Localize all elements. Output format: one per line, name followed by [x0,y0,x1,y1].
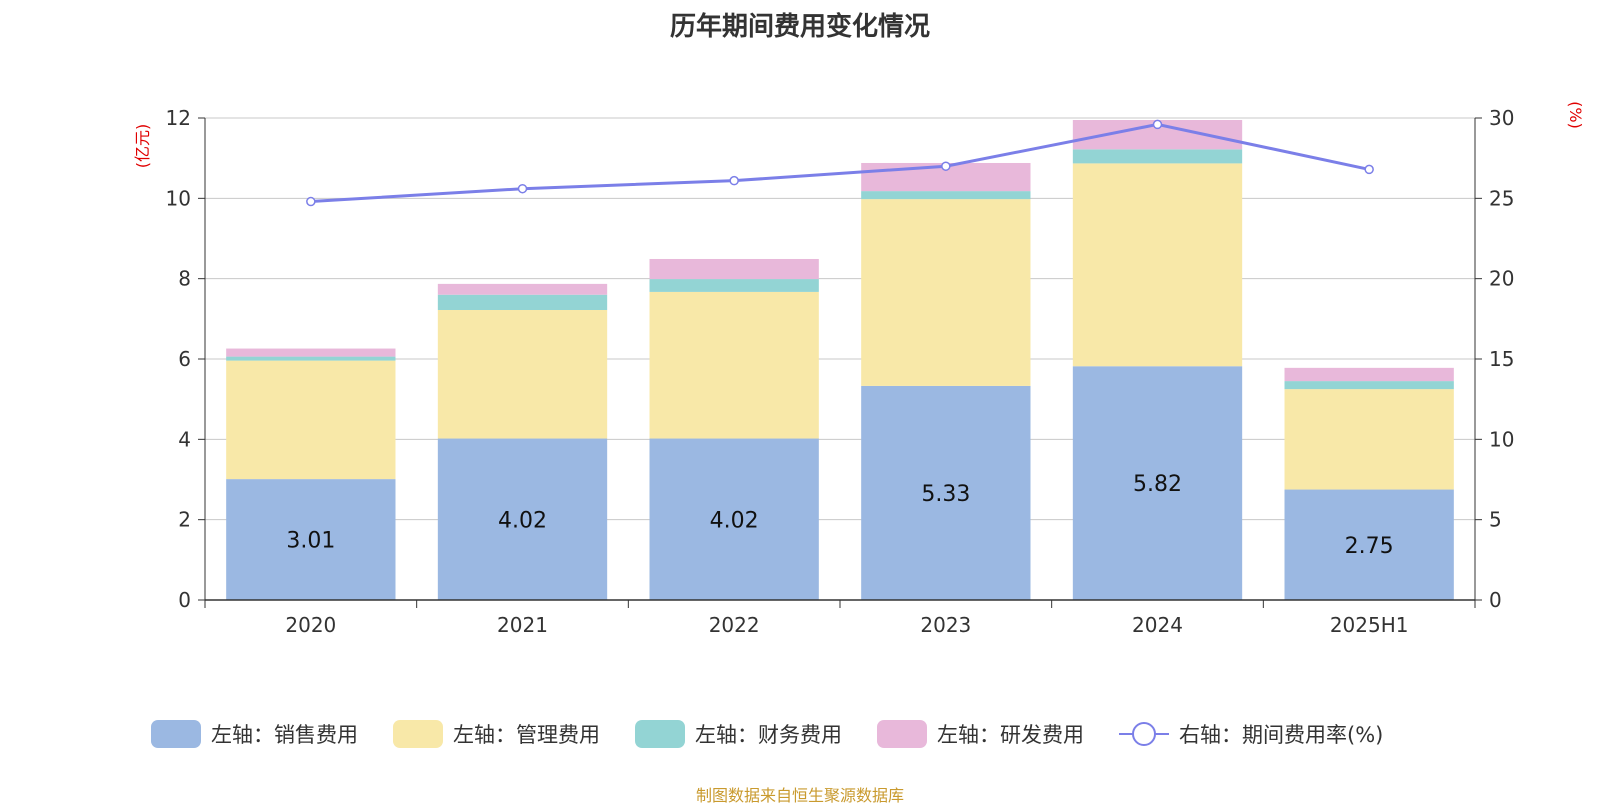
bar-segment [437,438,608,600]
y-right-unit: (%) [1566,101,1585,129]
legend: 左轴：销售费用 左轴：管理费用 左轴：财务费用 左轴：研发费用 右轴：期间费用率(%) [151,720,1383,748]
y-right-tick-label: 20 [1489,267,1514,291]
bar-series [226,120,1454,600]
y-left-tick-label: 8 [178,267,191,291]
bar-segment [649,291,819,439]
legend-label: 左轴：研发费用 [937,723,1084,747]
bar-segment [1072,366,1243,600]
rate-line [310,122,1370,204]
rate-point [517,183,528,194]
bar-value-label: 3.01 [286,529,335,554]
rate-point [729,175,739,186]
y-right-tick-label: 5 [1489,508,1502,532]
y-left-tick-label: 10 [166,186,191,210]
y-right-tick-label: 25 [1489,186,1514,210]
y-right-tick-label: 10 [1489,427,1514,451]
legend-swatch [393,720,443,748]
rate-point [1364,164,1374,175]
legend-swatch [877,720,927,748]
legend-label: 左轴：管理费用 [453,723,600,747]
x-tick-label: 2020 [285,613,336,637]
bar-segment [861,385,1031,600]
bar-segment [437,294,608,310]
y-right-tick-label: 15 [1489,347,1514,371]
bar-segment [226,360,396,480]
rate-point [941,161,951,171]
legend-label: 右轴：期间费用率(%) [1179,723,1383,747]
bar-segment [649,279,819,292]
y-left-tick-label: 4 [178,427,191,451]
bar-segment [1284,381,1454,390]
y-left-tick-label: 2 [178,508,191,532]
bar-segment [1284,389,1454,490]
rate-point [306,196,316,207]
legend-marker [1132,722,1156,746]
bar-segment [649,438,819,600]
y-left-tick-label: 0 [178,588,191,612]
rate-point [1152,119,1163,130]
bar-segment [437,309,608,439]
bar-segment [649,258,819,280]
y-left-tick-label: 6 [178,347,191,371]
bar-segment [226,348,396,357]
chart-title: 历年期间费用变化情况 [669,12,930,42]
x-tick-label: 2024 [1132,613,1183,637]
x-tick-label: 2025H1 [1330,613,1409,637]
y-left-tick-label: 12 [166,106,191,130]
y-left-unit: (亿元) [133,124,152,169]
bar-segment [1284,367,1454,382]
legend-swatch [151,720,201,748]
line-series [306,119,1374,207]
legend-label: 左轴：销售费用 [211,723,358,747]
legend-label: 左轴：财务费用 [695,723,842,747]
bar-segment [226,356,396,361]
grid-lines [205,117,1475,521]
bar-segment [861,199,1031,386]
axes: 0 2 4 6 8 10 12 0 5 10 15 20 25 30 (亿元) (%) 2020 2021 2022… [133,101,1585,637]
y-right-tick-label: 30 [1489,106,1514,130]
bar-segment [226,479,396,600]
y-right-tick-label: 0 [1489,588,1502,612]
bar-segment [1284,489,1454,600]
bar-segment [1072,163,1243,367]
data-source-note: 制图数据来自恒生聚源数据库 [695,786,904,805]
legend-swatch [635,720,685,748]
bar-value-label: 5.33 [921,482,970,507]
bar-value-label: 2.75 [1345,534,1394,559]
x-tick-label: 2022 [709,613,760,637]
bar-segment [1072,149,1243,164]
bar-segment [437,283,608,295]
x-tick-label: 2023 [920,613,971,637]
data-labels: 3.01 4.02 4.02 5.33 5.82 2.75 [286,472,1393,559]
bar-value-label: 5.82 [1133,472,1182,497]
x-tick-label: 2021 [497,613,548,637]
bar-value-label: 4.02 [710,508,759,533]
bar-segment [861,191,1031,200]
bar-value-label: 4.02 [498,508,547,533]
